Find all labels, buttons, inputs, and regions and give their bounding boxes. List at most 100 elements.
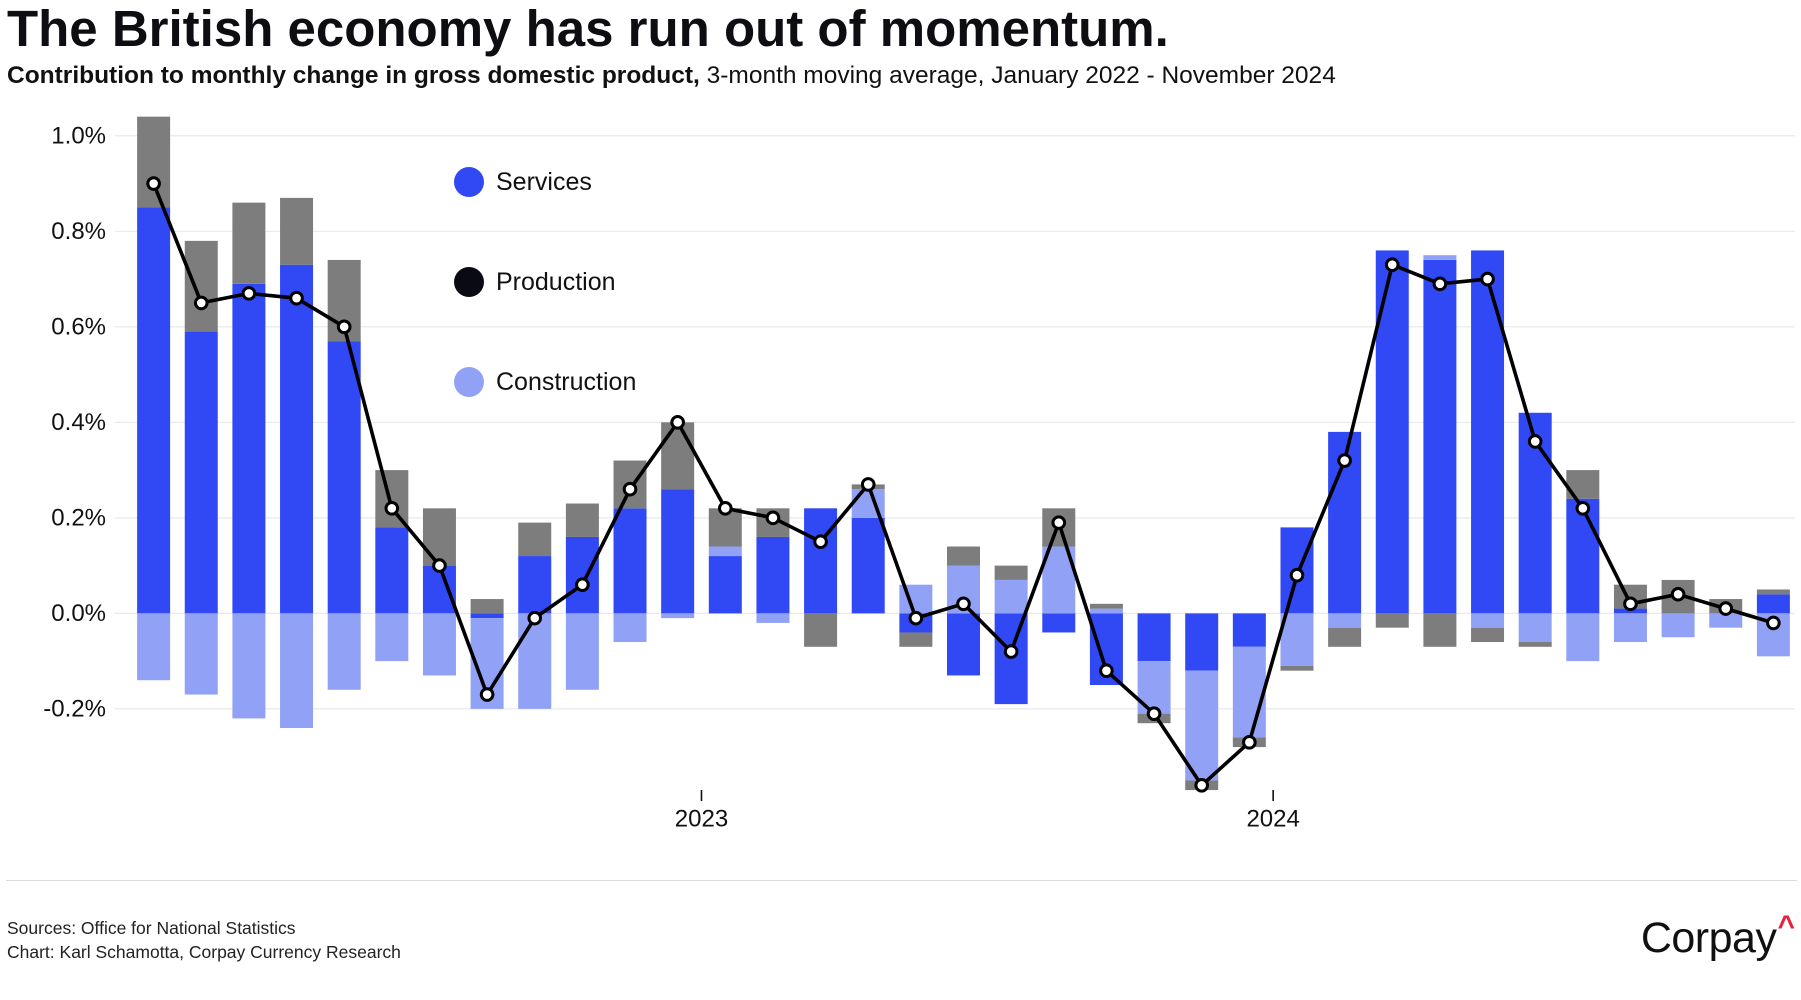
bar-construction-2022-06 bbox=[375, 613, 409, 662]
bar-services-2022-03 bbox=[232, 283, 266, 614]
bar-services-2022-05 bbox=[327, 341, 361, 614]
line-point-2024-08 bbox=[1623, 596, 1638, 612]
line-point-2022-10 bbox=[575, 577, 590, 593]
bar-services-2022-02 bbox=[184, 331, 218, 614]
line-point-2024-11 bbox=[1766, 615, 1781, 631]
bar-construction-2024-05 bbox=[1471, 613, 1505, 628]
bar-services-2023-06 bbox=[947, 613, 980, 676]
y-tick-label: 0.4% bbox=[51, 409, 106, 436]
bar-production-2024-06 bbox=[1518, 642, 1552, 647]
line-points bbox=[146, 176, 1781, 793]
bar-services-2022-09 bbox=[518, 556, 552, 614]
bar-services-2024-04 bbox=[1423, 259, 1457, 614]
bar-services-2022-11 bbox=[613, 508, 647, 614]
bar-production-2023-09 bbox=[1089, 603, 1123, 609]
line-point-2024-10 bbox=[1718, 601, 1734, 616]
y-tick-label: 1.0% bbox=[51, 122, 106, 149]
legend-item-services: Services bbox=[454, 167, 592, 197]
bar-construction-2024-07 bbox=[1566, 613, 1600, 662]
bar-production-2024-05 bbox=[1471, 627, 1505, 643]
bar-services-2022-01 bbox=[137, 207, 171, 614]
logo-wordmark: Corpay bbox=[1640, 914, 1777, 962]
line-point-2022-02 bbox=[193, 295, 209, 311]
line-point-2022-01 bbox=[146, 176, 161, 191]
legend-item-construction: Construction bbox=[454, 367, 636, 397]
bar-production-2022-02 bbox=[184, 240, 218, 332]
bar-services-2022-07 bbox=[422, 565, 456, 614]
line-point-2022-11 bbox=[622, 481, 638, 497]
line-point-2023-04 bbox=[860, 477, 876, 492]
subtitle-lead: Contribution to monthly change in gross … bbox=[7, 62, 700, 89]
line-point-2023-07 bbox=[1003, 644, 1019, 659]
bar-services-2022-04 bbox=[280, 264, 314, 614]
line-point-2023-09 bbox=[1099, 663, 1114, 678]
legend-label-services: Services bbox=[496, 168, 592, 196]
line-point-2024-04 bbox=[1432, 276, 1448, 292]
line-point-2022-12 bbox=[670, 415, 685, 430]
bar-construction-2022-11 bbox=[613, 613, 647, 643]
bar-construction-2022-07 bbox=[422, 613, 456, 676]
bar-construction-2022-04 bbox=[280, 613, 314, 728]
line-point-2024-06 bbox=[1527, 434, 1543, 449]
bar-services-2022-08 bbox=[470, 613, 504, 619]
bar-production-2022-06 bbox=[375, 470, 409, 528]
logo-caret-icon: ^ bbox=[1777, 910, 1795, 943]
line-point-2023-02 bbox=[765, 510, 781, 526]
bar-construction-2022-10 bbox=[565, 613, 599, 690]
bar-production-2023-07 bbox=[994, 565, 1028, 580]
bar-construction-2024-04 bbox=[1423, 255, 1457, 260]
bar-production-2022-04 bbox=[280, 197, 314, 265]
bar-construction-2022-02 bbox=[184, 613, 218, 695]
bar-production-2024-01 bbox=[1280, 665, 1314, 671]
line-point-2024-03 bbox=[1384, 257, 1400, 273]
legend-swatch-services bbox=[454, 167, 484, 197]
bar-construction-2022-09 bbox=[518, 613, 552, 709]
bar-construction-2024-10 bbox=[1709, 613, 1743, 628]
subtitle-rest: 3-month moving average, January 2022 - N… bbox=[706, 62, 1336, 89]
bar-services-2023-12 bbox=[1232, 613, 1266, 647]
bar-production-2022-12 bbox=[661, 422, 695, 490]
line-point-2024-09 bbox=[1670, 586, 1686, 602]
line-point-2023-03 bbox=[813, 534, 828, 550]
bar-services-2023-04 bbox=[851, 517, 885, 614]
bar-production-2024-03 bbox=[1375, 613, 1409, 628]
bar-construction-2023-09 bbox=[1089, 608, 1123, 614]
x-tick-label: 2024 bbox=[1246, 806, 1299, 833]
line-point-2022-08 bbox=[479, 687, 495, 702]
y-tick-label: 0.2% bbox=[51, 504, 106, 531]
line-point-2024-01 bbox=[1289, 567, 1305, 583]
line-point-2024-07 bbox=[1575, 500, 1591, 516]
bar-construction-2023-07 bbox=[994, 579, 1028, 614]
bar-construction-2022-01 bbox=[137, 613, 171, 681]
bar-production-2022-07 bbox=[422, 508, 456, 566]
bar-services-2022-12 bbox=[661, 489, 695, 614]
bar-production-2022-08 bbox=[470, 599, 504, 614]
bar-construction-2024-06 bbox=[1518, 613, 1552, 643]
bar-production-2024-02 bbox=[1328, 627, 1362, 647]
footer-credit: Chart: Karl Schamotta, Corpay Currency R… bbox=[7, 942, 401, 962]
line-point-2023-01 bbox=[718, 500, 733, 516]
line-point-2022-03 bbox=[241, 286, 257, 301]
bar-production-2024-11 bbox=[1756, 589, 1790, 595]
bar-production-2023-05 bbox=[899, 632, 933, 647]
x-tick-label: 2023 bbox=[675, 806, 728, 833]
bar-production-2023-03 bbox=[804, 613, 838, 647]
legend-label-construction: Construction bbox=[496, 368, 637, 396]
line-point-2023-11 bbox=[1194, 777, 1209, 793]
bar-services-2024-11 bbox=[1756, 594, 1790, 614]
bar-construction-2023-12 bbox=[1232, 646, 1266, 738]
legend-swatch-production bbox=[454, 267, 484, 297]
legend-swatch-construction bbox=[454, 367, 484, 397]
line-point-2022-09 bbox=[527, 610, 543, 626]
footer-sources: Sources: Office for National Statistics bbox=[7, 918, 296, 938]
bar-construction-2024-08 bbox=[1613, 613, 1647, 643]
chart-plot: -0.2% 0.0% 0.2% 0.4% 0.6% 0.8% 1.0% 2023 2024 bbox=[43, 116, 1795, 833]
bar-production-2022-03 bbox=[232, 202, 266, 284]
bar-services-2024-05 bbox=[1471, 250, 1505, 614]
footer-divider bbox=[6, 880, 1797, 881]
line-point-2022-06 bbox=[384, 500, 400, 516]
bar-services-2023-01 bbox=[708, 556, 742, 614]
chart-subtitle: Contribution to monthly change in gross … bbox=[7, 62, 1336, 89]
bar-construction-2022-12 bbox=[661, 613, 695, 619]
bar-construction-2023-02 bbox=[756, 613, 790, 623]
